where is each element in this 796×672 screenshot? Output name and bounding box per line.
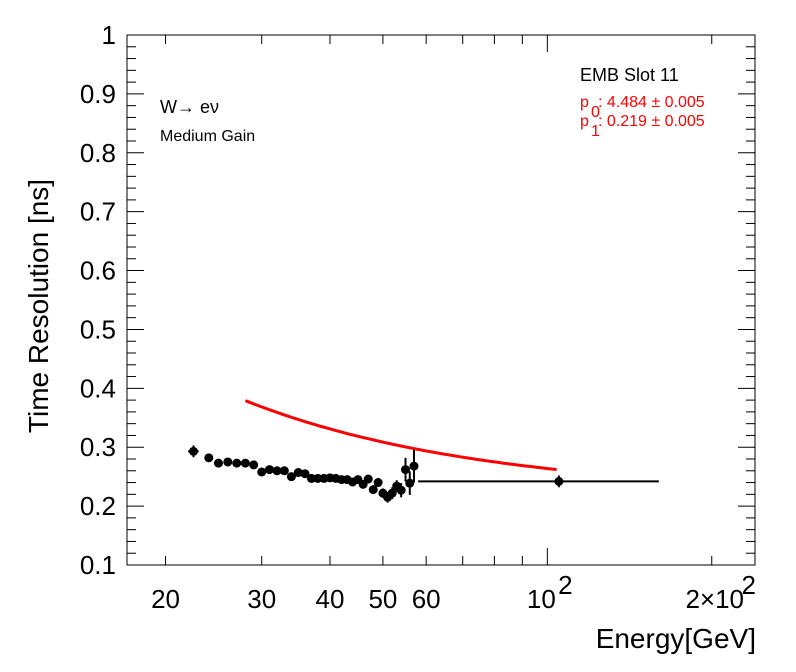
marker: [279, 466, 289, 476]
marker: [257, 467, 267, 477]
data-points-layer: [188, 445, 659, 503]
data-point: [188, 445, 199, 458]
data-point: [409, 449, 419, 483]
marker: [405, 478, 415, 488]
y-tick-label: 0.5: [80, 314, 116, 344]
marker: [272, 466, 282, 476]
marker: [286, 472, 296, 482]
data-point: [223, 457, 233, 467]
data-point: [257, 467, 267, 477]
y-axis-title: Time Resolution [ns]: [23, 179, 54, 433]
fit-curve: [244, 399, 557, 471]
data-point: [213, 458, 223, 468]
data-point: [313, 473, 323, 483]
marker: [554, 476, 564, 486]
slot-label: EMB Slot 11: [580, 65, 679, 85]
marker: [213, 458, 223, 468]
y-axis-labels: 0.1 0.2 0.3 0.4 0.5 0.6 0.7 0.8 0.9 1: [80, 20, 116, 580]
data-point: [373, 478, 383, 488]
svg-text:: 0.219 ± 0.005: : 0.219 ± 0.005: [598, 113, 705, 130]
marker: [387, 488, 397, 498]
data-point: [272, 466, 282, 476]
data-point: [293, 468, 303, 478]
data-point: [240, 458, 250, 468]
y-tick-label: 0.4: [80, 373, 116, 403]
svg-text:2: 2: [742, 570, 756, 600]
data-point: [306, 473, 316, 483]
x-axis-labels: 20 30 40 50 60 10 2 2×102: [151, 570, 756, 614]
data-point: [401, 457, 411, 482]
x-tick-label: 30: [247, 584, 276, 614]
marker: [204, 453, 214, 463]
marker: [401, 465, 411, 475]
marker: [313, 473, 323, 483]
data-point: [286, 472, 296, 482]
data-point: [387, 487, 397, 500]
svg-text:60: 60: [412, 584, 441, 614]
data-point: [249, 460, 259, 470]
y-tick-label: 1: [102, 20, 116, 50]
marker: [368, 485, 378, 495]
marker: [293, 468, 303, 478]
marker: [373, 478, 383, 488]
svg-text:30: 30: [247, 584, 276, 614]
data-point: [368, 485, 378, 495]
data-point: [418, 475, 659, 488]
fit-param-p1: p 1 : 0.219 ± 0.005: [580, 113, 705, 140]
x-tick-label: 40: [316, 584, 345, 614]
marker: [249, 460, 259, 470]
x-tick-label: 50: [368, 584, 397, 614]
svg-text:0: 0: [591, 104, 600, 121]
x-tick-label: 2×102: [685, 570, 756, 614]
process-label: W→ eν: [160, 97, 219, 117]
y-tick-label: 0.1: [80, 550, 116, 580]
y-tick-label: 0.7: [80, 197, 116, 227]
fit-curve-layer: [244, 399, 557, 471]
marker: [232, 458, 242, 468]
svg-text:50: 50: [368, 584, 397, 614]
svg-text:1: 1: [591, 123, 600, 140]
svg-text:40: 40: [316, 584, 345, 614]
y-axis-ticks: [127, 34, 755, 566]
marker: [265, 465, 275, 475]
x-tick-label: 60: [412, 584, 441, 614]
data-point: [363, 474, 373, 484]
data-point: [232, 458, 242, 468]
marker: [363, 474, 373, 484]
svg-text:2: 2: [558, 570, 572, 600]
marker: [306, 473, 316, 483]
data-point: [396, 483, 406, 498]
marker: [240, 458, 250, 468]
marker: [223, 457, 233, 467]
fit-param-p0: p 0 : 4.484 ± 0.005: [580, 94, 705, 121]
marker: [300, 469, 310, 479]
svg-text:10: 10: [527, 584, 556, 614]
y-tick-label: 0.3: [80, 432, 116, 462]
plot-frame: [126, 34, 756, 566]
y-tick-label: 0.6: [80, 256, 116, 286]
x-axis-title: Energy[GeV]: [596, 623, 756, 654]
y-tick-label: 0.8: [80, 138, 116, 168]
x-tick-label: 10 2: [527, 570, 573, 614]
svg-text:: 4.484 ± 0.005: : 4.484 ± 0.005: [598, 94, 705, 111]
marker: [409, 461, 419, 471]
y-tick-label: 0.9: [80, 79, 116, 109]
data-point: [405, 471, 415, 495]
data-point: [265, 465, 275, 475]
data-point: [279, 466, 289, 476]
x-tick-label: 20: [151, 584, 180, 614]
svg-text:20: 20: [151, 584, 180, 614]
svg-text:p: p: [580, 113, 589, 130]
marker: [396, 485, 406, 495]
gain-label: Medium Gain: [160, 128, 255, 145]
svg-text:2×10: 2×10: [685, 584, 744, 614]
data-point: [204, 453, 214, 463]
y-tick-label: 0.2: [80, 491, 116, 521]
data-point: [300, 469, 310, 479]
marker: [188, 446, 198, 456]
svg-text:p: p: [580, 94, 589, 111]
x-axis-ticks: [165, 35, 713, 565]
